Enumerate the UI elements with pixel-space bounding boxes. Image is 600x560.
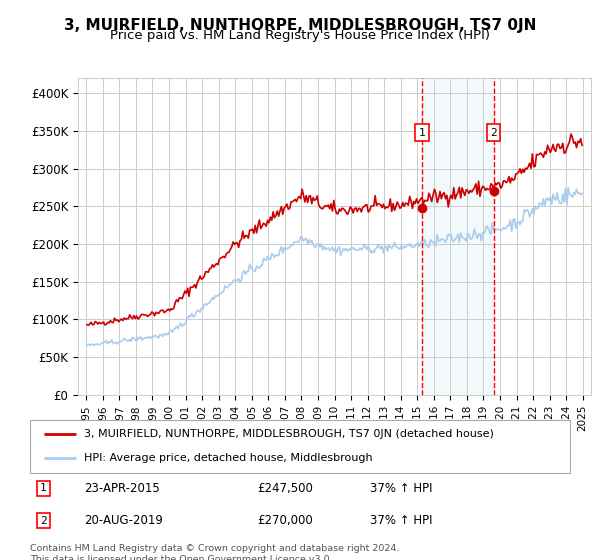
Text: 37% ↑ HPI: 37% ↑ HPI xyxy=(370,514,433,527)
Text: 37% ↑ HPI: 37% ↑ HPI xyxy=(370,482,433,495)
Text: 3, MUIRFIELD, NUNTHORPE, MIDDLESBROUGH, TS7 0JN (detached house): 3, MUIRFIELD, NUNTHORPE, MIDDLESBROUGH, … xyxy=(84,430,494,440)
Text: £247,500: £247,500 xyxy=(257,482,313,495)
Text: Price paid vs. HM Land Registry's House Price Index (HPI): Price paid vs. HM Land Registry's House … xyxy=(110,29,490,42)
Text: 2: 2 xyxy=(490,128,497,138)
Text: HPI: Average price, detached house, Middlesbrough: HPI: Average price, detached house, Midd… xyxy=(84,453,373,463)
Text: 1: 1 xyxy=(40,483,47,493)
Text: 20-AUG-2019: 20-AUG-2019 xyxy=(84,514,163,527)
Text: 23-APR-2015: 23-APR-2015 xyxy=(84,482,160,495)
FancyBboxPatch shape xyxy=(30,420,570,473)
Text: Contains HM Land Registry data © Crown copyright and database right 2024.
This d: Contains HM Land Registry data © Crown c… xyxy=(30,544,400,560)
Text: 3, MUIRFIELD, NUNTHORPE, MIDDLESBROUGH, TS7 0JN: 3, MUIRFIELD, NUNTHORPE, MIDDLESBROUGH, … xyxy=(64,18,536,33)
Text: £270,000: £270,000 xyxy=(257,514,313,527)
Bar xyxy=(422,78,494,395)
Text: 1: 1 xyxy=(419,128,425,138)
Text: 2: 2 xyxy=(40,516,47,526)
